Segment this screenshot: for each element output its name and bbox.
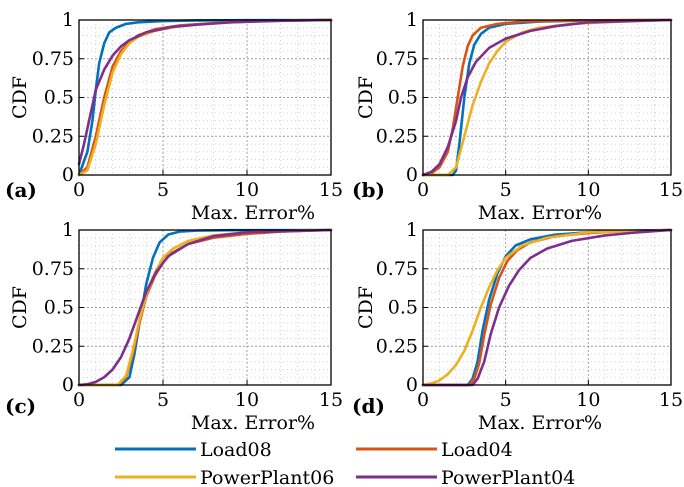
x-tick-label: 0 xyxy=(417,179,429,201)
x-tick-label: 10 xyxy=(576,389,600,411)
y-tick-label: 0.5 xyxy=(388,87,418,109)
y-tick-label: 1 xyxy=(406,219,418,241)
y-axis-title: CDF xyxy=(355,286,377,329)
x-tick-label: 15 xyxy=(659,389,683,411)
x-tick-label: 15 xyxy=(319,389,343,411)
series-line-powerplant04 xyxy=(421,228,673,387)
legend: Load08 Load04 PowerPlant06 PowerPlant04 xyxy=(115,439,575,487)
chart-panel-1: 0 5 10 15 0 0.25 0.5 0.75 1 Max. Error% CDF (a) xyxy=(5,9,343,224)
chart-panel-4: 0 5 10 15 0 0.25 0.5 0.75 1 Max. Error% CDF (d) xyxy=(352,219,683,434)
legend-label-load04: Load04 xyxy=(441,439,513,461)
x-tick-label: 0 xyxy=(417,389,429,411)
y-tick-label: 0 xyxy=(406,374,418,396)
y-axis-title: CDF xyxy=(9,286,31,329)
y-tick-label: 0 xyxy=(62,164,74,186)
y-tick-label: 0.25 xyxy=(376,335,418,357)
y-tick-label: 0.5 xyxy=(388,297,418,319)
y-tick-label: 0 xyxy=(62,374,74,396)
y-tick-label: 1 xyxy=(62,9,74,31)
series-line-load04 xyxy=(421,18,673,177)
y-tick-label: 1 xyxy=(62,219,74,241)
legend-label-powerplant04: PowerPlant04 xyxy=(441,467,575,487)
x-axis-title: Max. Error% xyxy=(478,412,602,434)
x-tick-label: 5 xyxy=(157,389,169,411)
y-tick-label: 0.5 xyxy=(44,297,74,319)
panel-label: (a) xyxy=(5,178,37,202)
y-tick-label: 0.25 xyxy=(32,125,74,147)
x-tick-label: 15 xyxy=(319,179,343,201)
x-tick-label: 0 xyxy=(73,389,85,411)
y-tick-label: 0 xyxy=(406,164,418,186)
legend-label-load08: Load08 xyxy=(200,439,272,461)
x-tick-label: 0 xyxy=(73,179,85,201)
legend-label-powerplant06: PowerPlant06 xyxy=(200,467,334,487)
y-tick-label: 0.75 xyxy=(376,258,418,280)
y-tick-label: 0.75 xyxy=(32,258,74,280)
series-line-powerplant04 xyxy=(77,228,333,387)
x-axis-title: Max. Error% xyxy=(191,412,315,434)
panel-label: (d) xyxy=(352,394,385,418)
series-line-powerplant04 xyxy=(421,18,673,177)
y-tick-label: 0.25 xyxy=(376,125,418,147)
chart-panel-3: 0 5 10 15 0 0.25 0.5 0.75 1 Max. Error% CDF (c) xyxy=(5,219,343,434)
x-tick-label: 10 xyxy=(235,179,259,201)
x-tick-label: 15 xyxy=(659,179,683,201)
y-tick-label: 0.75 xyxy=(376,48,418,70)
x-tick-label: 5 xyxy=(157,179,169,201)
x-tick-label: 10 xyxy=(235,389,259,411)
x-tick-label: 5 xyxy=(500,179,512,201)
panel-label: (b) xyxy=(352,178,385,202)
y-tick-label: 1 xyxy=(406,9,418,31)
y-tick-label: 0.75 xyxy=(32,48,74,70)
panel-label: (c) xyxy=(5,394,36,418)
y-axis-title: CDF xyxy=(9,76,31,119)
x-axis-title: Max. Error% xyxy=(478,202,602,224)
y-tick-label: 0.5 xyxy=(44,87,74,109)
x-tick-label: 5 xyxy=(500,389,512,411)
series-line-powerplant06 xyxy=(421,228,673,387)
y-axis-title: CDF xyxy=(355,76,377,119)
x-tick-label: 10 xyxy=(576,179,600,201)
chart-panel-2: 0 5 10 15 0 0.25 0.5 0.75 1 Max. Error% CDF (b) xyxy=(352,9,683,224)
series-line-powerplant04 xyxy=(77,18,333,166)
x-axis-title: Max. Error% xyxy=(191,202,315,224)
y-tick-label: 0.25 xyxy=(32,335,74,357)
